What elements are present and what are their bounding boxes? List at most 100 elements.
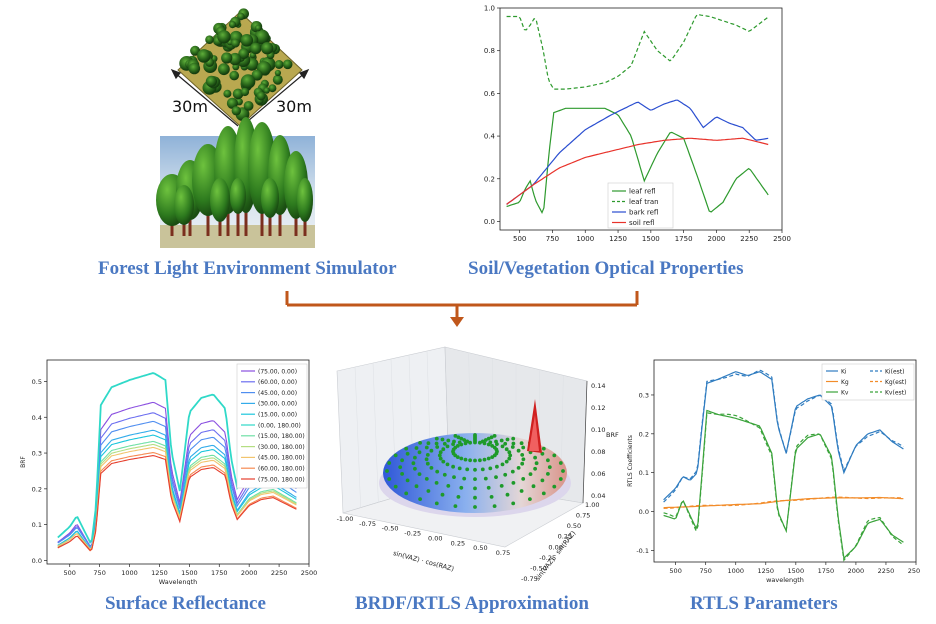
sample-point	[499, 438, 504, 443]
x-tick-label: 500	[669, 567, 681, 575]
sample-point	[429, 466, 434, 470]
sample-point	[468, 458, 472, 463]
x-tick-label: 2500	[773, 235, 791, 243]
sample-point	[440, 437, 445, 442]
sample-point	[534, 461, 539, 466]
z-tick-label: 0.08	[591, 448, 605, 456]
sample-point	[510, 445, 515, 449]
sample-point	[418, 441, 422, 445]
series-line	[663, 371, 904, 501]
series-line	[506, 107, 769, 215]
tree-trunk	[226, 196, 230, 236]
tree-crown-top	[274, 69, 281, 77]
sample-point	[400, 458, 404, 463]
sample-point	[521, 477, 526, 481]
tree-trunk	[294, 205, 298, 236]
series-line	[506, 13, 769, 90]
sample-point	[453, 504, 458, 508]
z-tick-label: 0.14	[591, 382, 605, 390]
sample-point	[393, 453, 398, 458]
sample-point	[489, 495, 494, 499]
sample-point	[521, 445, 526, 450]
sample-point	[424, 445, 429, 450]
y-tick-label: 0.0	[639, 508, 649, 516]
x-tick-label: 1750	[675, 235, 693, 243]
sample-point	[457, 466, 462, 471]
x-tick-label: 1000	[727, 567, 744, 575]
sample-point	[480, 467, 485, 472]
sample-point	[426, 489, 431, 493]
sample-point	[533, 466, 537, 471]
sample-point	[452, 439, 456, 444]
y-tick-label: 0.2	[639, 430, 649, 438]
sample-point	[500, 444, 505, 449]
x-tick-label: 0.25	[451, 539, 465, 547]
y-tick-label: 0.6	[484, 90, 496, 98]
sample-point	[511, 436, 516, 441]
tree-crown-top	[263, 87, 270, 94]
sample-point	[418, 497, 422, 501]
tree-crown-top	[231, 38, 240, 48]
tree-crown-top	[238, 48, 250, 60]
sample-point	[413, 466, 417, 471]
y-tick-label: 1.00	[585, 501, 599, 509]
sample-point	[462, 476, 467, 481]
brdf-surface	[383, 433, 567, 513]
sample-point	[425, 461, 430, 466]
sample-point	[473, 467, 477, 472]
sample-point	[452, 475, 456, 479]
sample-point	[508, 453, 513, 458]
legend-label: (75.00, 180.00)	[258, 476, 305, 483]
sample-point	[453, 434, 458, 438]
sample-point	[521, 457, 526, 462]
sample-point	[488, 440, 493, 445]
x-axis-label: sin(VAZ) · cos(RAZ)	[392, 549, 455, 573]
sample-point	[438, 450, 443, 455]
tree-crown-top	[240, 34, 254, 47]
sample-point	[552, 453, 557, 458]
series-line	[57, 455, 297, 552]
x-tick-label: 1500	[788, 567, 805, 575]
tree-crown-top	[229, 70, 239, 81]
x-tick-label: 1000	[121, 569, 138, 577]
tree-crown-top	[228, 21, 237, 29]
dimension-label-right: 30m	[276, 97, 312, 116]
sample-point	[504, 459, 509, 464]
sample-point	[456, 435, 461, 440]
y-tick-label: 0.1	[639, 469, 649, 477]
tree-crown-top	[205, 35, 214, 44]
sample-point	[482, 457, 487, 462]
sample-point	[490, 455, 495, 459]
sample-point	[414, 484, 419, 489]
y-tick-label: 1.0	[484, 5, 495, 13]
legend-label: (15.00, 0.00)	[258, 412, 297, 419]
sample-point	[434, 481, 439, 485]
sample-point	[435, 469, 440, 474]
legend-label: (15.00, 180.00)	[258, 433, 305, 440]
tree-crown-top	[221, 52, 233, 64]
tree-trunk	[188, 208, 192, 236]
y-tick-label: 0.4	[32, 414, 42, 422]
tree-crown	[174, 185, 194, 225]
sample-point	[473, 486, 477, 491]
legend-label: (75.00, 0.00)	[258, 368, 297, 375]
legend-label: Kv	[841, 389, 849, 396]
forest-scene-illustration: 30m 30m	[156, 8, 315, 248]
x-tick-label: 1000	[576, 235, 594, 243]
tree-crown	[297, 178, 313, 222]
sample-point	[520, 453, 525, 457]
chart-legend: (75.00, 0.00) (60.00, 0.00) (45.00, 0.00) (…	[236, 363, 308, 489]
sample-point	[404, 446, 409, 451]
y-tick-label: 0.0	[484, 218, 495, 226]
tree-crown-top	[282, 59, 293, 70]
sample-point	[437, 453, 442, 458]
forest-plot-3d	[177, 8, 303, 127]
sample-point	[511, 441, 516, 446]
sample-point	[510, 469, 515, 474]
sample-point	[434, 501, 439, 506]
sample-point	[505, 492, 510, 497]
tree-trunk	[268, 210, 272, 236]
sample-point	[541, 491, 546, 496]
sample-point	[417, 450, 422, 455]
x-tick-label: 750	[93, 569, 105, 577]
